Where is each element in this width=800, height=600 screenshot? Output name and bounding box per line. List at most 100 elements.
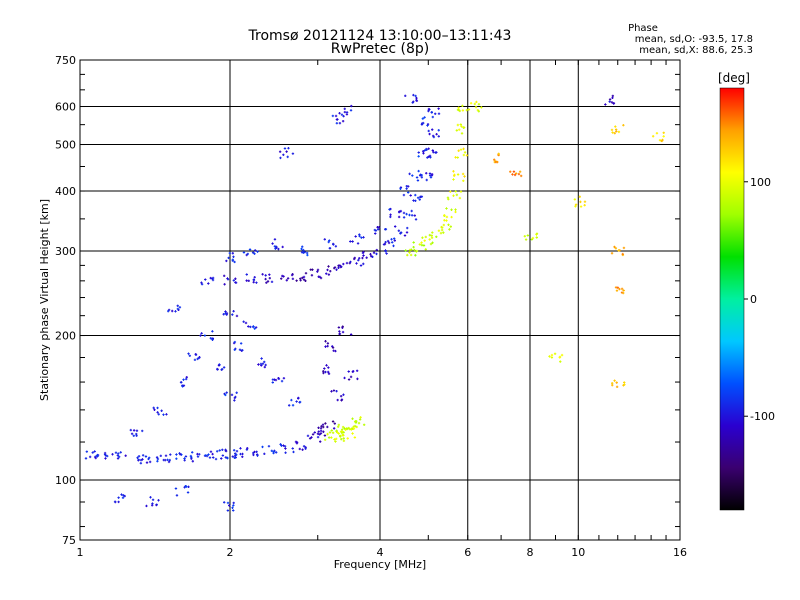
data-point [324,422,327,425]
data-point [493,158,496,161]
data-point [141,454,145,457]
data-point [241,349,244,352]
data-point [434,112,437,116]
data-point [104,457,107,460]
series-spread-f-echoes [225,93,434,264]
data-point [327,436,331,439]
data-point [437,135,440,138]
data-point [148,456,151,460]
data-point [497,152,500,155]
data-point [270,449,273,453]
data-point [322,425,325,429]
data-point [341,119,345,123]
data-point [277,376,280,380]
data-point [322,371,325,375]
data-point [352,427,356,430]
data-point [156,411,159,414]
data-point [292,450,295,454]
data-point [247,279,250,283]
data-point [338,330,341,333]
data-point [328,239,331,242]
data-point [408,213,411,217]
data-point [660,139,664,143]
data-point [135,432,138,436]
data-point [414,218,418,221]
data-point [658,139,662,142]
data-point [246,447,249,450]
data-point [454,208,457,211]
data-point [362,423,366,426]
y-axis-ticks: 75 100 200 300 400 500 600 750 [55,54,680,547]
data-point [620,287,624,291]
data-point [406,253,409,257]
data-point [428,233,432,237]
data-point [225,313,228,316]
data-point [295,400,298,403]
data-point [425,172,428,175]
data-point [345,261,349,265]
data-point [324,345,327,348]
data-point [255,281,258,284]
data-point [264,363,267,367]
data-point [349,375,353,379]
data-point [332,427,336,430]
data-point [117,455,121,458]
data-point [435,151,438,154]
data-point [304,279,307,283]
data-point [651,135,655,138]
data-point [188,354,192,357]
data-point [574,203,578,206]
data-point [350,104,353,108]
data-point [231,259,234,262]
data-point [113,500,117,503]
data-point [420,243,424,247]
legend-title: Phase [628,23,658,34]
data-point [225,391,228,394]
data-point [256,453,259,456]
data-point [253,252,256,255]
data-point [144,455,148,458]
data-point [342,431,345,434]
data-point [228,251,232,255]
data-point [333,266,337,269]
data-point [247,325,250,328]
data-point [431,241,434,244]
data-point [284,447,287,450]
data-point [339,435,342,438]
data-point [336,398,339,402]
data-point [184,455,188,458]
data-point [334,349,337,353]
data-point [558,356,561,359]
colorbar-tick-label: -100 [750,410,775,423]
data-point [242,320,245,323]
data-point [399,232,402,235]
data-point [232,279,236,282]
data-point [301,276,304,279]
data-point [325,364,328,367]
data-point [514,172,518,175]
data-point [323,238,326,241]
data-point [341,428,344,431]
data-point [212,456,215,459]
data-point [331,420,335,423]
data-point [245,273,248,276]
data-point [424,235,428,239]
data-point [311,433,315,436]
data-point [263,452,266,456]
data-point [613,245,616,249]
data-point [291,404,295,407]
data-point [389,215,392,219]
data-point [137,454,141,458]
data-point [428,238,431,241]
data-point [579,205,583,208]
data-point [306,253,309,257]
data-point [611,94,615,98]
data-point [455,129,458,132]
data-point [259,362,263,366]
data-point [274,247,277,250]
data-point [402,216,406,219]
data-point [91,451,94,454]
data-point [337,432,340,435]
data-point [166,458,169,462]
data-point [225,259,228,263]
